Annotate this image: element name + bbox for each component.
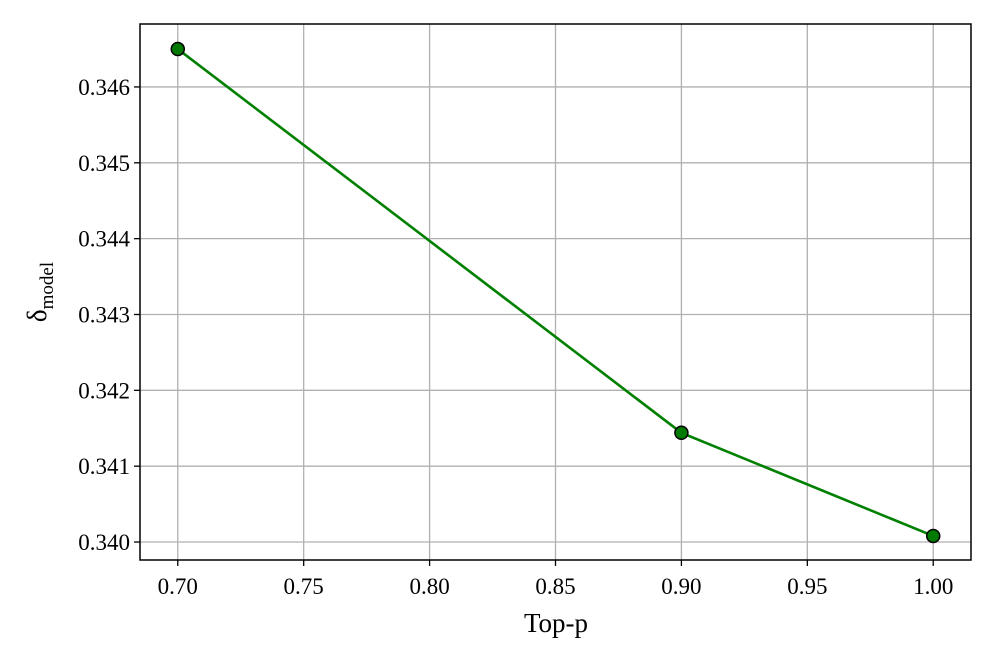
plot-frame	[139, 23, 972, 561]
y-tick-label: 0.343	[78, 302, 130, 327]
x-tick-label: 0.95	[787, 574, 827, 599]
x-tick-label: 0.85	[535, 574, 575, 599]
x-tick-label: 0.90	[661, 574, 701, 599]
x-tick-label: 0.75	[284, 574, 324, 599]
y-tick-label: 0.344	[78, 227, 130, 252]
y-axis-label: δmodel	[22, 262, 58, 322]
x-tick-label: 0.70	[158, 574, 198, 599]
y-tick-label: 0.340	[78, 530, 130, 555]
y-axis-label-subscript: model	[37, 262, 58, 310]
x-tick-label: 0.80	[409, 574, 449, 599]
point	[170, 41, 186, 57]
y-tick-label: 0.341	[78, 454, 130, 479]
y-axis-label-symbol: δ	[22, 309, 52, 322]
y-tick-label: 0.345	[78, 151, 130, 176]
y-tick-label: 0.342	[78, 378, 130, 403]
y-tick-label: 0.346	[78, 75, 130, 100]
point	[925, 528, 941, 544]
x-tick-label: 1.00	[913, 574, 953, 599]
x-axis-label: Top-p	[524, 608, 588, 638]
point	[674, 425, 689, 441]
